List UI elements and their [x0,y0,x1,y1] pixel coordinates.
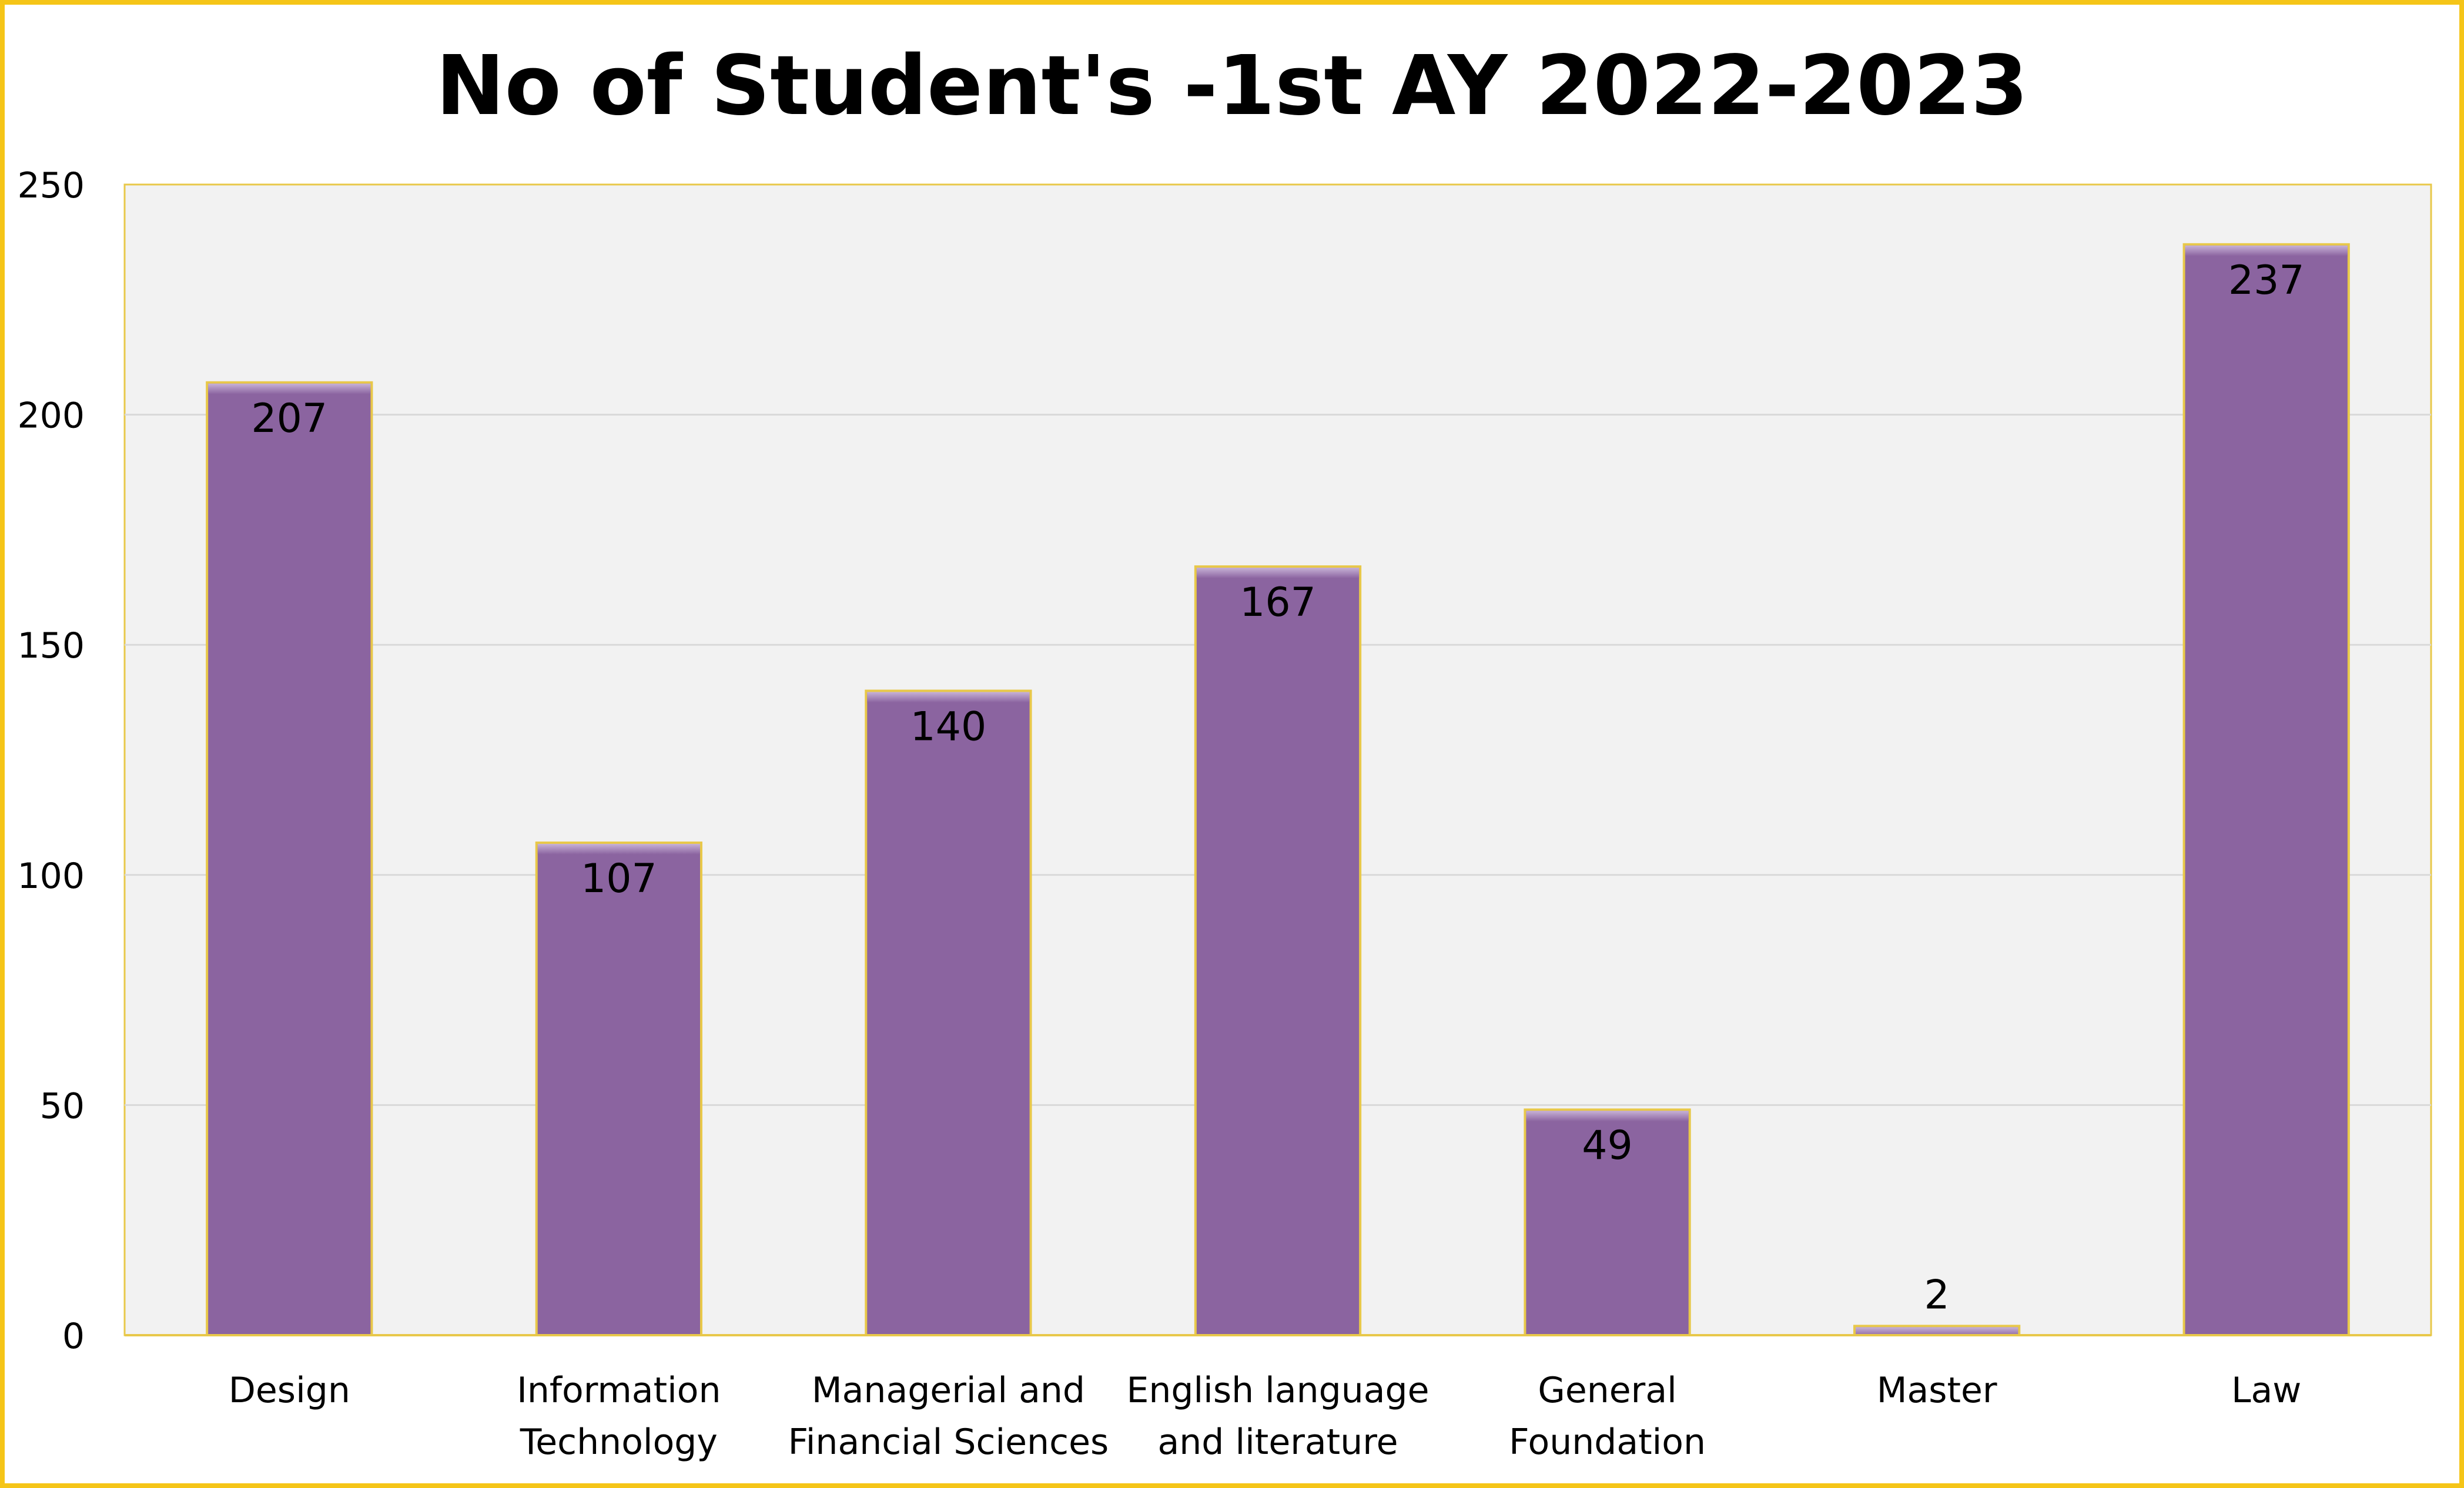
x-category-label: Master [1877,1370,1997,1411]
bar-bevel [2185,245,2348,256]
bar-bevel [867,692,1030,703]
data-label: 207 [251,396,327,442]
x-category-label: Law [2231,1370,2301,1411]
bar-group [1194,565,1362,1336]
data-label: 2 [1924,1272,1950,1318]
x-category-line: and literature [1158,1422,1398,1463]
y-axis-ticks: 0 50 100 150 200 250 [17,165,85,1357]
chart-title: No of Student's -1st AY 2022-2023 [436,38,2028,134]
x-category-line: General [1538,1370,1676,1411]
bar-group [206,381,373,1336]
bar-group [865,689,1032,1336]
x-category-line: Financial Sciences [788,1422,1109,1463]
data-labels: 207 107 140 167 49 2 237 [251,257,2304,1319]
x-category-line: Managerial and [812,1370,1085,1411]
x-category-line: Technology [520,1422,718,1463]
bar [865,689,1032,1336]
bar-bevel [208,383,371,394]
x-axis-categories: Design Information Technology Managerial an… [229,1370,2302,1463]
bar [2182,243,2350,1336]
bar [206,381,373,1336]
y-tick-label: 100 [17,856,85,897]
bar-bevel [1526,1111,1689,1122]
data-label: 167 [1240,579,1316,626]
bar-bevel [1196,568,1360,579]
x-category-line: Law [2231,1370,2301,1411]
x-category-label: Managerial and Financial Sciences [788,1370,1109,1463]
x-category-line: Foundation [1509,1422,1706,1463]
y-tick-label: 200 [17,396,85,437]
y-tick-label: 0 [62,1316,85,1357]
y-tick-label: 50 [40,1085,85,1127]
x-category-label: Design [229,1370,350,1411]
x-category-line: Master [1877,1370,1997,1411]
x-category-line: Information [517,1370,721,1411]
data-label: 237 [2228,257,2305,304]
bar [1194,565,1362,1336]
x-category-line: Design [229,1370,350,1411]
bar-group [535,841,702,1336]
x-category-label: English language and literature [1126,1370,1429,1463]
bar [535,841,702,1336]
data-label: 49 [1582,1122,1633,1169]
y-tick-label: 150 [17,625,85,666]
y-tick-label: 250 [17,165,85,206]
bar-group [2182,243,2350,1336]
data-label: 140 [910,704,987,750]
x-category-line: English language [1126,1370,1429,1411]
data-label: 107 [581,856,657,902]
x-category-label: General Foundation [1509,1370,1706,1463]
x-category-label: Information Technology [517,1370,721,1463]
bar-bevel [537,843,700,854]
